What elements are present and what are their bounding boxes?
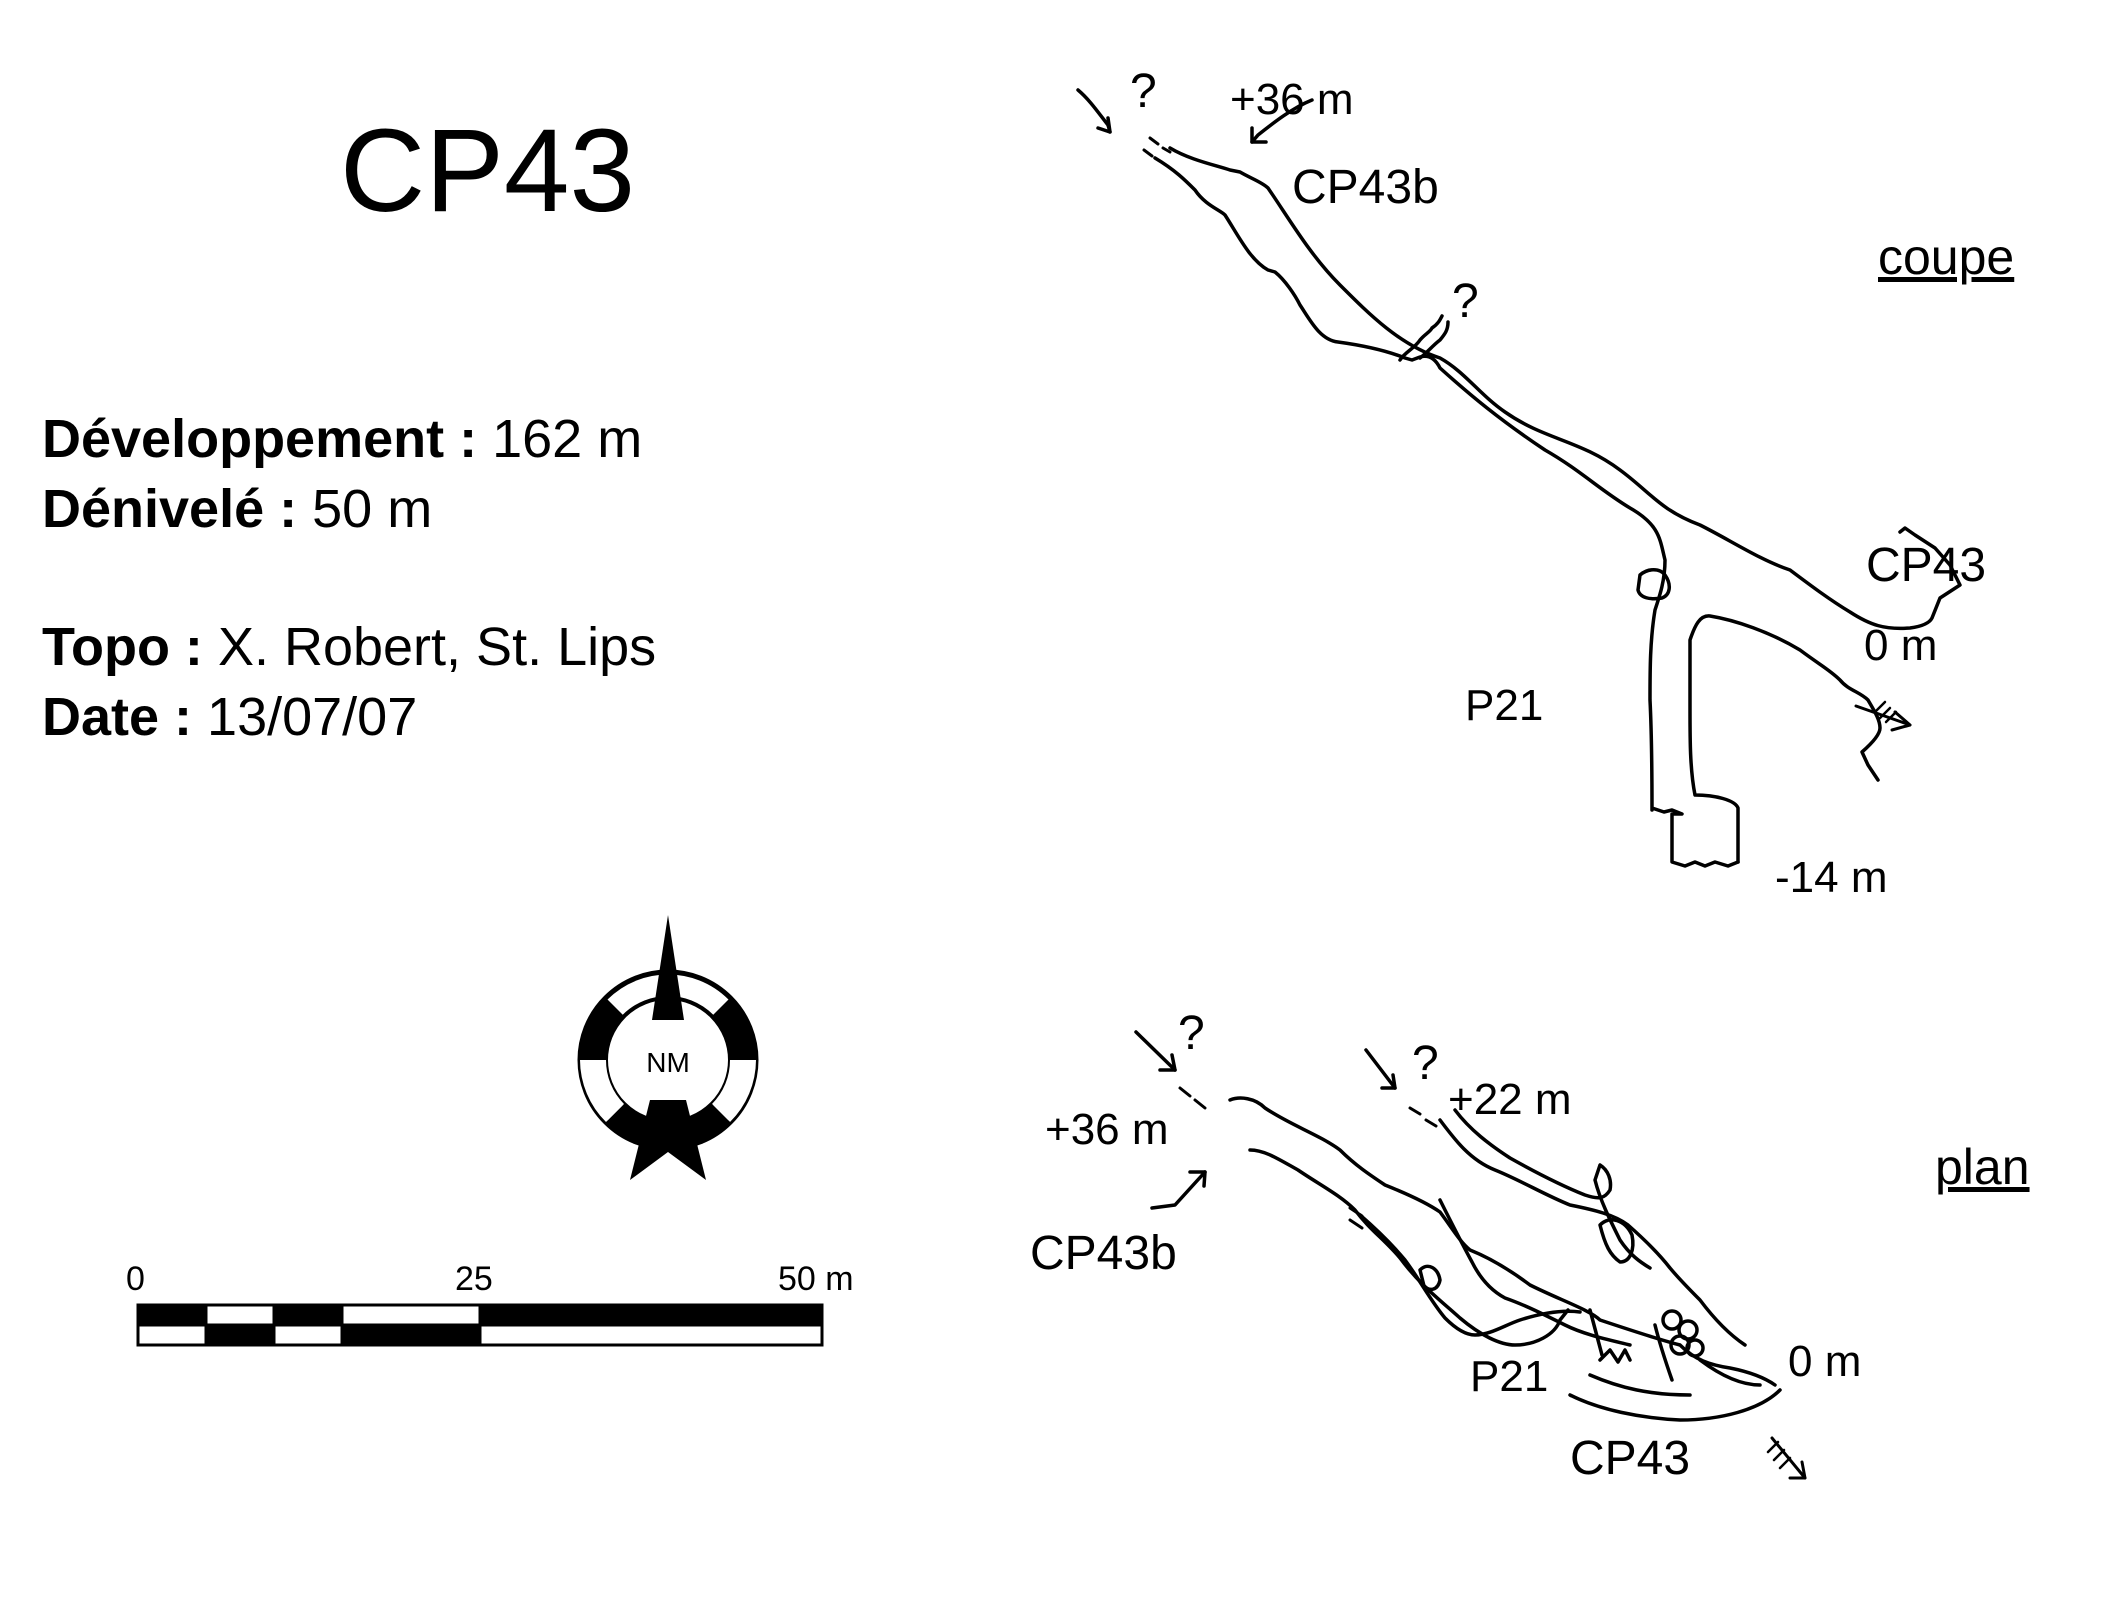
coupe-view-label: coupe	[1878, 229, 2015, 285]
developpement-label: Développement :	[42, 409, 478, 469]
map-title: CP43	[340, 105, 636, 237]
north-arrow-label: NM	[646, 1047, 690, 1078]
plan-pit-p21: P21	[1470, 1352, 1549, 1401]
topo-label: Topo :	[42, 617, 203, 677]
coupe-pit-p21: P21	[1465, 681, 1544, 730]
plan-chamber-1	[1598, 1218, 1635, 1264]
plan-chamber-2	[1418, 1264, 1442, 1292]
plan-question-mark-1: ?	[1178, 1007, 1205, 1060]
plan-arrow-left	[1134, 1030, 1177, 1072]
plan-question-mark-2: ?	[1412, 1037, 1439, 1090]
plan-elevation-zero: 0 m	[1788, 1337, 1862, 1386]
plan-elevation-mid: +22 m	[1448, 1075, 1572, 1124]
date-label: Date :	[42, 687, 193, 747]
plan-gallery-wall-4	[1453, 1108, 1652, 1270]
plan-boulder	[1661, 1309, 1683, 1331]
coupe-side-passage	[1398, 314, 1444, 362]
plan-terrain-arc-3	[1698, 1358, 1762, 1387]
scale-label-0: 0	[126, 1260, 145, 1298]
plan-entrance-cp43b: CP43b	[1030, 1227, 1177, 1280]
north-arrow-icon: NM	[577, 915, 759, 1180]
date-value: 13/07/07	[207, 687, 418, 747]
coupe-elevation-zero: 0 m	[1864, 621, 1938, 670]
scale-label-50: 50 m	[778, 1260, 854, 1298]
coupe-shaft-wall	[1688, 614, 1882, 864]
info-developpement: Développement : 162 m	[42, 412, 642, 466]
plan-side-gallery	[1438, 1198, 1632, 1347]
coupe-chamber	[1636, 568, 1671, 601]
plan-gallery-wall-2	[1248, 1148, 1570, 1347]
plan-view	[1134, 1030, 1807, 1480]
denivele-value: 50 m	[312, 479, 433, 539]
plan-gallery-wall-3	[1438, 1118, 1747, 1347]
coupe-upper-wall	[1168, 146, 1962, 631]
topo-value: X. Robert, St. Lips	[217, 617, 657, 677]
coupe-lower-wall	[1153, 156, 1740, 868]
scale-bar	[136, 1303, 824, 1347]
plan-pit-area	[1588, 1308, 1632, 1364]
plan-view-label: plan	[1935, 1139, 2030, 1195]
developpement-value: 162 m	[492, 409, 643, 469]
plan-entrance-cp43: CP43	[1570, 1432, 1691, 1485]
coupe-profile	[1076, 88, 1962, 868]
plan-terrain-arc-1	[1568, 1388, 1782, 1422]
coupe-elevation-bottom: -14 m	[1775, 853, 1888, 902]
scale-label-25: 25	[455, 1260, 493, 1298]
info-denivele: Dénivelé : 50 m	[42, 482, 432, 536]
coupe-entrance-cp43b: CP43b	[1292, 161, 1439, 214]
plan-arrow-cp43b	[1150, 1170, 1207, 1210]
denivele-label: Dénivelé :	[42, 479, 298, 539]
info-date: Date : 13/07/07	[42, 690, 417, 744]
plan-terrain-arc-2	[1588, 1373, 1692, 1397]
coupe-elevation-top: +36 m	[1230, 75, 1354, 124]
coupe-question-mark-2: ?	[1452, 275, 1479, 328]
info-topo: Topo : X. Robert, St. Lips	[42, 620, 656, 674]
coupe-question-mark-1: ?	[1130, 65, 1157, 118]
coupe-arrow-cp43b	[1250, 98, 1314, 144]
coupe-arrow-left	[1076, 88, 1112, 134]
plan-elevation-left: +36 m	[1045, 1105, 1169, 1154]
coupe-entrance-cp43: CP43	[1866, 539, 1987, 592]
plan-arrow-mid	[1364, 1048, 1397, 1090]
